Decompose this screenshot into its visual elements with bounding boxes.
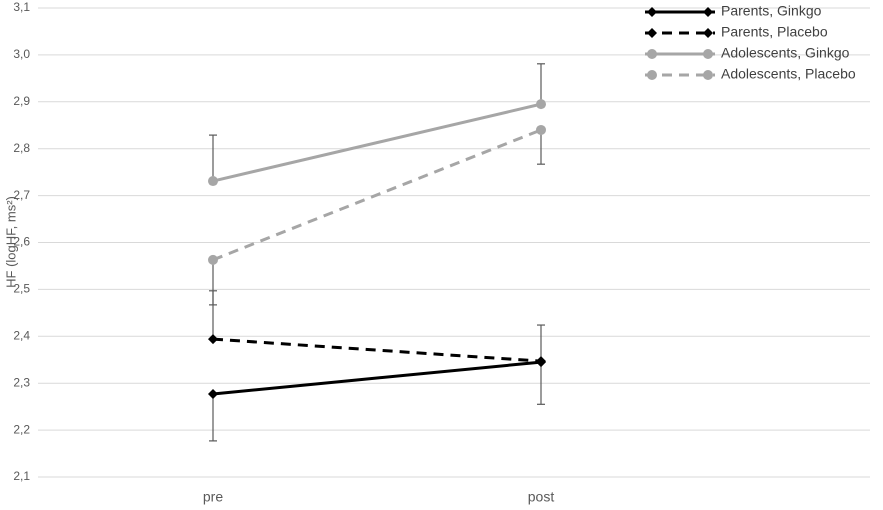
point [208,334,218,345]
y-tick-label: 2,7 [13,188,30,202]
y-tick-label: 2,6 [13,235,30,249]
legend-marker [647,28,657,38]
y-tick-label: 2,2 [13,422,30,436]
legend-label: Adolescents, Placebo [721,66,856,82]
series-line [212,128,542,262]
y-tick-label: 2,4 [13,328,30,342]
y-tick-label: 2,3 [13,375,30,389]
y-tick-label: 2,1 [13,469,30,483]
legend-marker [647,7,657,17]
legend-marker [703,7,713,17]
y-tick-label: 2,9 [13,94,30,108]
series-line [212,360,542,396]
legend-marker [703,49,713,59]
point [208,176,218,187]
y-axis-label: HF (logHF, ms²) [3,196,18,288]
series-line [212,102,542,183]
x-tick-label: post [528,489,555,505]
legend-marker [703,70,713,80]
series-line [212,337,542,363]
x-tick-label: pre [203,489,223,505]
legend-label: Adolescents, Ginkgo [721,45,850,61]
legend-marker [647,49,657,59]
y-tick-label: 3,1 [13,0,30,14]
legend-marker [647,70,657,80]
y-tick-label: 2,5 [13,282,30,296]
point [536,124,546,135]
legend-label: Parents, Ginkgo [721,3,822,19]
point [208,388,218,399]
point [208,254,218,265]
y-tick-label: 2,8 [13,141,30,155]
legend-label: Parents, Placebo [721,24,828,40]
legend-marker [703,28,713,38]
point [536,356,546,367]
point [536,99,546,110]
y-tick-label: 3,0 [13,47,30,61]
